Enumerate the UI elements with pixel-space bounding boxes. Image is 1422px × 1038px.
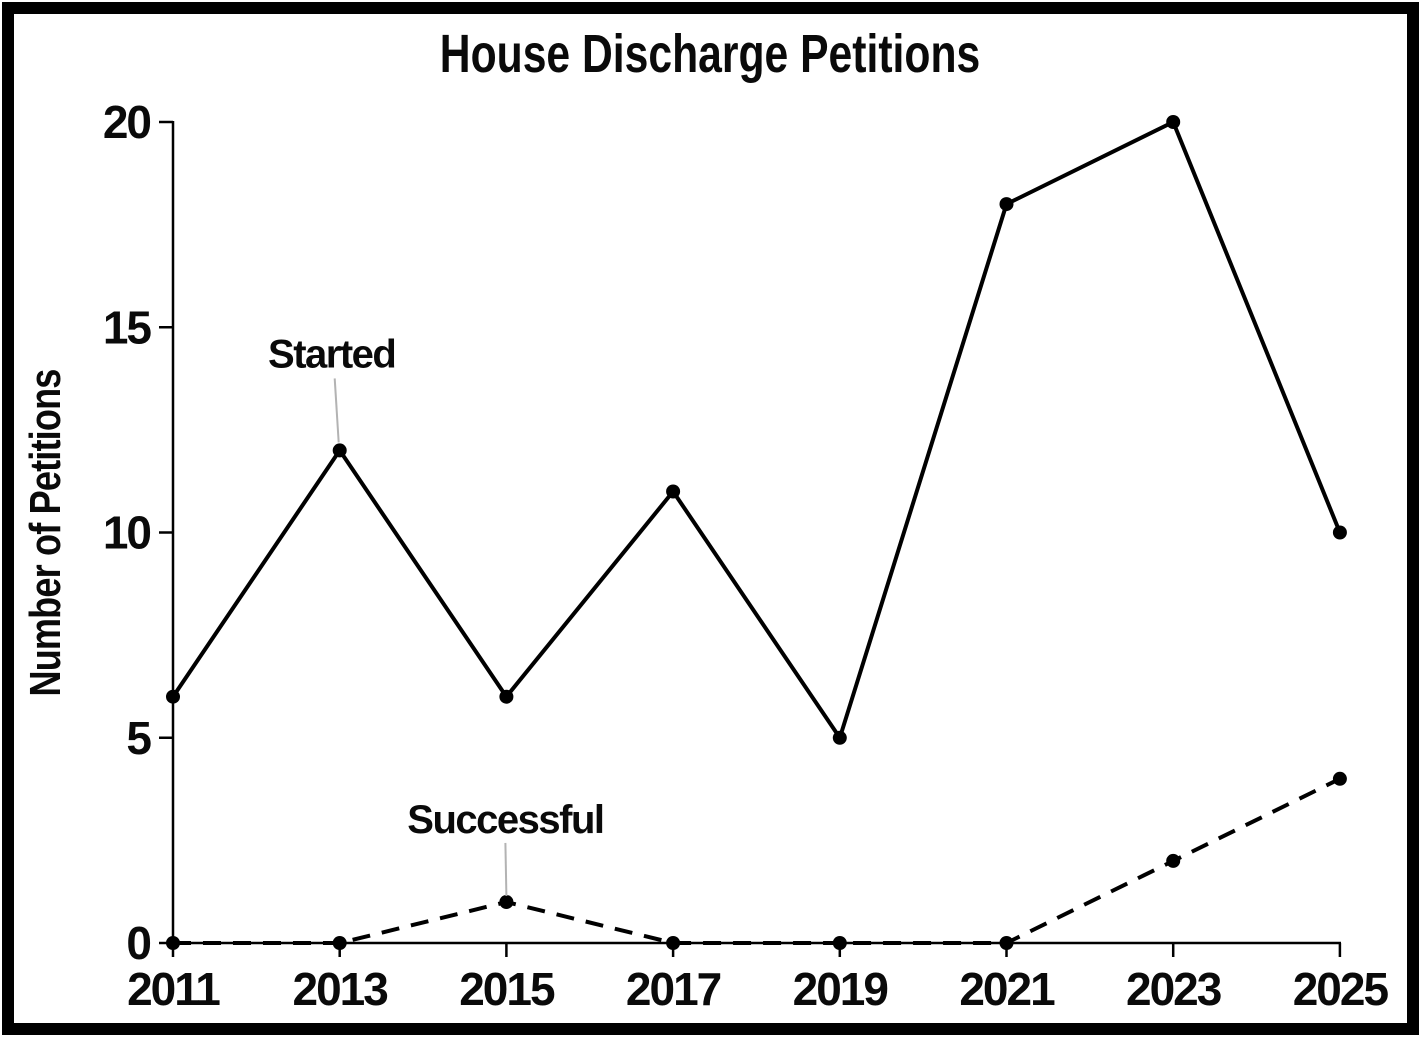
data-point-marker [499,689,514,704]
annotation-label: Started [268,332,395,376]
x-tick-label: 2011 [127,963,220,1015]
y-axis: 0 5 10 15 20 [103,96,175,969]
series-successful [166,771,1347,950]
y-tick-label: 10 [103,507,151,559]
y-tick-label: 20 [103,96,151,148]
data-point-marker [666,484,681,499]
data-point-marker [999,936,1014,950]
y-tick-label: 5 [126,712,151,764]
data-point-marker [1166,115,1181,129]
chart-title: House Discharge Petitions [440,24,980,84]
x-tick-label: 2019 [793,963,888,1015]
series-line-successful [173,777,1341,945]
data-point-marker [999,197,1014,212]
data-point-marker [166,689,180,704]
x-tick-label: 2021 [959,963,1055,1015]
annotation-leader-line [333,378,340,443]
data-point-marker [832,730,847,745]
series-started [166,115,1347,745]
x-axis: 2011 2013 2015 2017 2019 2021 2023 2025 [127,941,1390,1015]
y-tick-label: 15 [103,301,152,353]
data-point-marker [1332,771,1347,786]
annotation-successful: Successful [407,798,605,896]
x-tick-label: 2025 [1293,963,1389,1015]
data-point-marker [1166,853,1181,868]
data-point-marker [666,936,681,950]
annotation-started: Started [268,332,397,443]
data-point-marker [832,936,847,950]
data-point-marker [499,895,514,909]
data-point-marker [332,443,347,458]
annotation-label: Successful [407,798,603,842]
series-line-started [171,120,1342,740]
y-tick-label: 0 [126,917,150,969]
annotation-leader-line [504,842,508,896]
x-tick-label: 2017 [626,963,721,1015]
x-tick-label: 2015 [459,963,555,1015]
y-axis-title: Number of Petitions [21,369,70,696]
data-point-marker [1332,525,1347,540]
data-point-marker [332,936,347,950]
x-tick-label: 2013 [293,963,388,1015]
x-tick-label: 2023 [1126,963,1221,1015]
data-point-marker [166,936,180,950]
series-layer [166,115,1347,950]
annotation-layer: Started Successful [268,332,605,896]
